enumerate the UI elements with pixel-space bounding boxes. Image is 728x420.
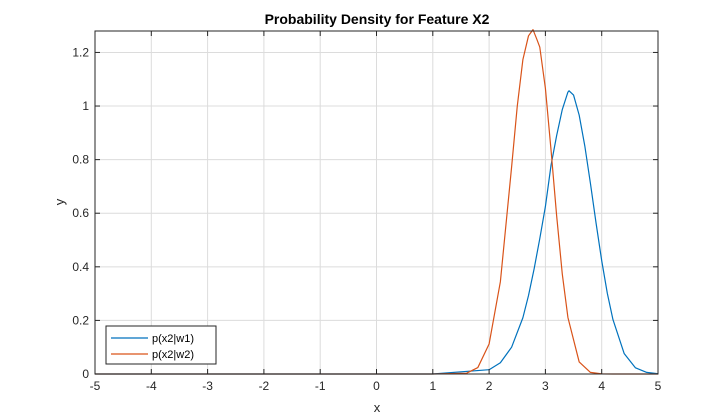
legend-label-1: p(x2|w1) [152,333,194,345]
x-tick-label: 2 [486,379,493,393]
y-tick-label: 1 [82,99,89,113]
x-tick-labels: -5 -4 -3 -2 -1 0 1 2 3 4 5 [90,379,662,393]
x-tick-label: 4 [598,379,605,393]
x-tick-label: -1 [315,379,326,393]
x-tick-label: 0 [373,379,380,393]
x-tick-label: 5 [655,379,662,393]
x-tick-label: -4 [146,379,157,393]
plot-area [94,29,659,375]
legend: p(x2|w1) p(x2|w2) [105,325,217,365]
chart-title: Probability Density for Feature X2 [265,11,490,27]
x-tick-label: -3 [202,379,213,393]
legend-label-2: p(x2|w2) [152,349,194,361]
y-axis-label: y [52,198,67,205]
axis-layer [94,30,659,375]
x-tick-label: -2 [259,379,270,393]
y-tick-label: 0.8 [72,153,89,167]
x-tick-label: 1 [429,379,436,393]
y-tick-label: 0.2 [72,313,89,327]
y-tick-label: 0 [82,367,89,381]
y-tick-label: 0.6 [72,206,89,220]
legend-box [105,325,217,365]
y-tick-label: 1.2 [72,45,89,59]
y-tick-label: 0.4 [72,260,89,274]
y-tick-labels: 0 0.2 0.4 0.6 0.8 1 1.2 [72,45,89,381]
x-tick-label: 3 [542,379,549,393]
x-tick-label: -5 [90,379,101,393]
x-axis-label: x [374,400,381,415]
